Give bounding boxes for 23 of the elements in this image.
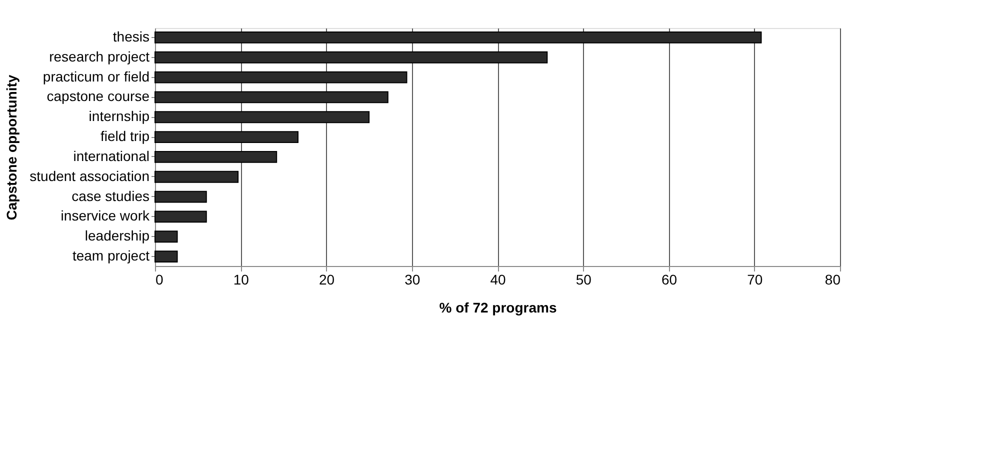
y-tick-label: capstone course [46,88,150,104]
y-tick-label: team project [72,248,150,264]
x-tick-label: 20 [318,272,335,288]
y-tick-label: leadership [84,228,150,244]
y-tick-label: internship [88,108,150,124]
y-tick-label: international [73,148,150,164]
y-tick-label: thesis [112,28,150,44]
y-tick-label: research project [49,48,150,64]
x-axis-title: % of 72 programs [439,300,557,316]
x-tick-label: 0 [156,272,164,288]
x-tick-label: 40 [490,272,506,288]
y-tick-label: student association [30,168,150,184]
x-tick-label: 60 [661,272,678,288]
x-tick-label: 50 [576,272,592,288]
x-tick-label: 80 [824,272,841,288]
x-tick-label: 70 [747,272,763,288]
y-tick-label: inservice work [60,208,150,224]
y-tick-label: practicum or field [42,68,150,84]
x-tick-label: 30 [404,272,420,288]
y-axis-title: Capstone opportunity [4,74,20,220]
y-tick-label: case studies [72,188,150,204]
x-tick-label: 10 [233,272,250,288]
y-tick-label: field trip [100,128,150,144]
